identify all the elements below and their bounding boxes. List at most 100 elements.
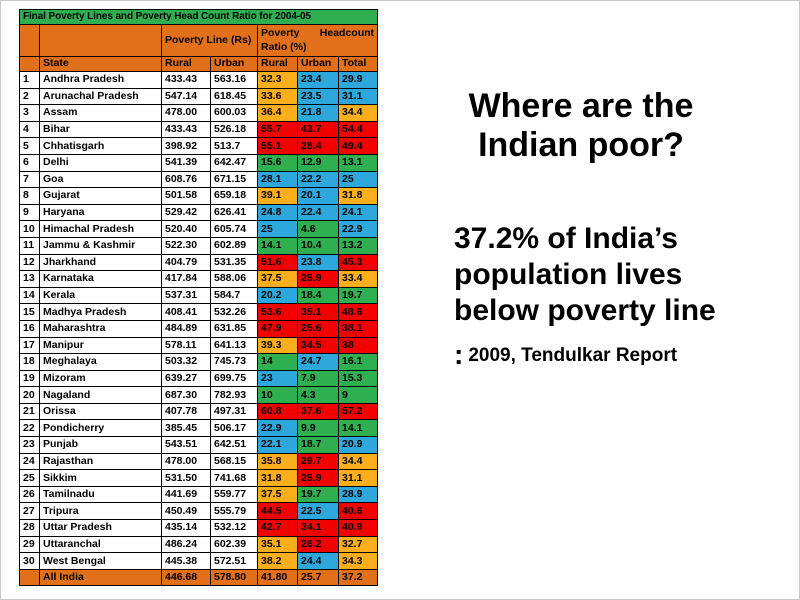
rural-poverty-line: 522.30	[161, 236, 211, 255]
table-row: 28 Uttar Pradesh 435.14 532.12 42.7 34.1 40.9	[19, 519, 379, 537]
row-index: 16	[19, 319, 40, 338]
rural-ratio: 14	[257, 353, 298, 371]
rural-poverty-line: 543.51	[161, 436, 211, 454]
table-row: 10 Himachal Pradesh 520.40 605.74 25 4.6 22.9	[19, 220, 379, 238]
rural-poverty-line: 578.11	[161, 336, 211, 355]
rural-poverty-line: 537.31	[161, 286, 211, 305]
row-index: 1	[19, 71, 40, 89]
rural-ratio: 28.1	[257, 170, 298, 189]
row-index: 6	[19, 153, 40, 172]
total-ratio: 31.8	[337, 187, 379, 205]
table-row: 18 Meghalaya 503.32 745.73 14 24.7 16.1	[19, 353, 379, 371]
rural-poverty-line: 398.92	[161, 137, 211, 155]
table-row: 12 Jharkhand 404.79 531.35 51.6 23.8 45.3	[19, 253, 379, 272]
table-row: 25 Sikkim 531.50 741.68 31.8 25.9 31.1	[19, 469, 379, 487]
urban-poverty-line: 588.06	[210, 270, 258, 288]
table-row: 2 Arunachal Pradesh 547.14 618.45 33.6 23.5 31…	[19, 87, 379, 106]
total-ratio: 32.7	[337, 535, 379, 554]
state-name: Tamilnadu	[39, 485, 162, 504]
row-index: 19	[19, 369, 40, 388]
urban-ratio: 26.2	[297, 535, 339, 554]
urban-poverty-line: 532.26	[210, 303, 258, 321]
total-ratio: 34.4	[337, 452, 379, 471]
total-ratio: 40.6	[337, 502, 379, 521]
row-index: 2	[19, 87, 40, 106]
rural-ratio: 39.1	[257, 187, 298, 205]
rural-poverty-line: 541.39	[161, 153, 211, 172]
state-name: West Bengal	[39, 552, 162, 570]
urban-ratio: 22.5	[297, 502, 339, 521]
urban-poverty-line: 741.68	[210, 469, 258, 487]
urban-poverty-line: 642.51	[210, 436, 258, 454]
rural-poverty-line: 503.32	[161, 353, 211, 371]
total-ratio: 15.3	[337, 369, 379, 388]
rural-ratio: 22.1	[257, 436, 298, 454]
row-index	[19, 568, 40, 587]
urban-ratio: 25.9	[297, 469, 339, 487]
state-name: Goa	[39, 170, 162, 189]
rural-ratio: 39.3	[257, 336, 298, 355]
urban-ratio: 7.9	[297, 369, 339, 388]
header-poverty-line-group: Poverty Line (Rs)	[161, 24, 258, 57]
header-urban-poverty-line: Urban	[210, 56, 258, 72]
total-ratio: 37.2	[337, 568, 379, 587]
row-index: 24	[19, 452, 40, 471]
urban-ratio: 9.9	[297, 419, 339, 438]
table-row: 20 Nagaland 687.30 782.93 10 4.3 9	[19, 386, 379, 404]
total-ratio: 22.9	[337, 220, 379, 238]
table-row: 3 Assam 478.00 600.03 36.4 21.8 34.4	[19, 104, 379, 122]
rural-poverty-line: 547.14	[161, 87, 211, 106]
state-name: Orissa	[39, 402, 162, 421]
rural-poverty-line: 441.69	[161, 485, 211, 504]
state-name: Bihar	[39, 120, 162, 139]
row-index: 22	[19, 419, 40, 438]
table-row: 6 Delhi 541.39 642.47 15.6 12.9 13.1	[19, 153, 379, 172]
rural-poverty-line: 404.79	[161, 253, 211, 272]
state-name: Uttaranchal	[39, 535, 162, 554]
rural-ratio: 35.1	[257, 535, 298, 554]
table-row: 27 Tripura 450.49 555.79 44.5 22.5 40.6	[19, 502, 379, 521]
urban-ratio: 4.6	[297, 220, 339, 238]
header-headcount-group: Poverty Headcount Ratio (%)	[256, 24, 379, 57]
rural-ratio: 10	[257, 386, 298, 404]
header-empty-index	[19, 24, 40, 57]
urban-ratio: 23.4	[297, 71, 339, 89]
state-name: Nagaland	[39, 386, 162, 404]
urban-poverty-line: 568.15	[210, 452, 258, 471]
urban-poverty-line: 782.93	[210, 386, 258, 404]
rural-ratio: 35.8	[257, 452, 298, 471]
source-text: 2009, Tendulkar Report	[468, 345, 678, 366]
rural-poverty-line: 417.84	[161, 270, 211, 288]
total-ratio: 38.1	[337, 319, 379, 338]
urban-poverty-line: 531.35	[210, 253, 258, 272]
urban-poverty-line: 532.12	[210, 519, 258, 537]
total-ratio: 31.1	[337, 87, 379, 106]
state-name: Karnataka	[39, 270, 162, 288]
rural-ratio: 38.2	[257, 552, 298, 570]
row-index: 10	[19, 220, 40, 238]
table-title-row: Final Poverty Lines and Poverty Head Cou…	[18, 9, 379, 25]
table-column-header-row: State Rural Urban Rural Urban Total	[19, 56, 379, 72]
row-index: 28	[19, 519, 40, 537]
urban-ratio: 24.7	[297, 353, 339, 371]
rural-poverty-line: 529.42	[161, 203, 211, 222]
state-name: Rajasthan	[39, 452, 162, 471]
urban-poverty-line: 602.39	[210, 535, 258, 554]
state-name: Jharkhand	[39, 253, 162, 272]
total-ratio: 25	[337, 170, 379, 189]
rural-poverty-line: 407.78	[161, 402, 211, 421]
table-row: 24 Rajasthan 478.00 568.15 35.8 29.7 34.4	[19, 452, 379, 471]
rural-ratio: 36.4	[257, 104, 298, 122]
total-ratio: 29.9	[337, 71, 379, 89]
urban-poverty-line: 641.13	[210, 336, 258, 355]
rural-ratio: 25	[257, 220, 298, 238]
state-name: Assam	[39, 104, 162, 122]
rural-ratio: 37.5	[257, 270, 298, 288]
state-name: Uttar Pradesh	[39, 519, 162, 537]
total-ratio: 38	[337, 336, 379, 355]
rural-poverty-line: 445.38	[161, 552, 211, 570]
state-name: Himachal Pradesh	[39, 220, 162, 238]
rural-ratio: 55.7	[257, 120, 298, 139]
rural-poverty-line: 484.89	[161, 319, 211, 338]
